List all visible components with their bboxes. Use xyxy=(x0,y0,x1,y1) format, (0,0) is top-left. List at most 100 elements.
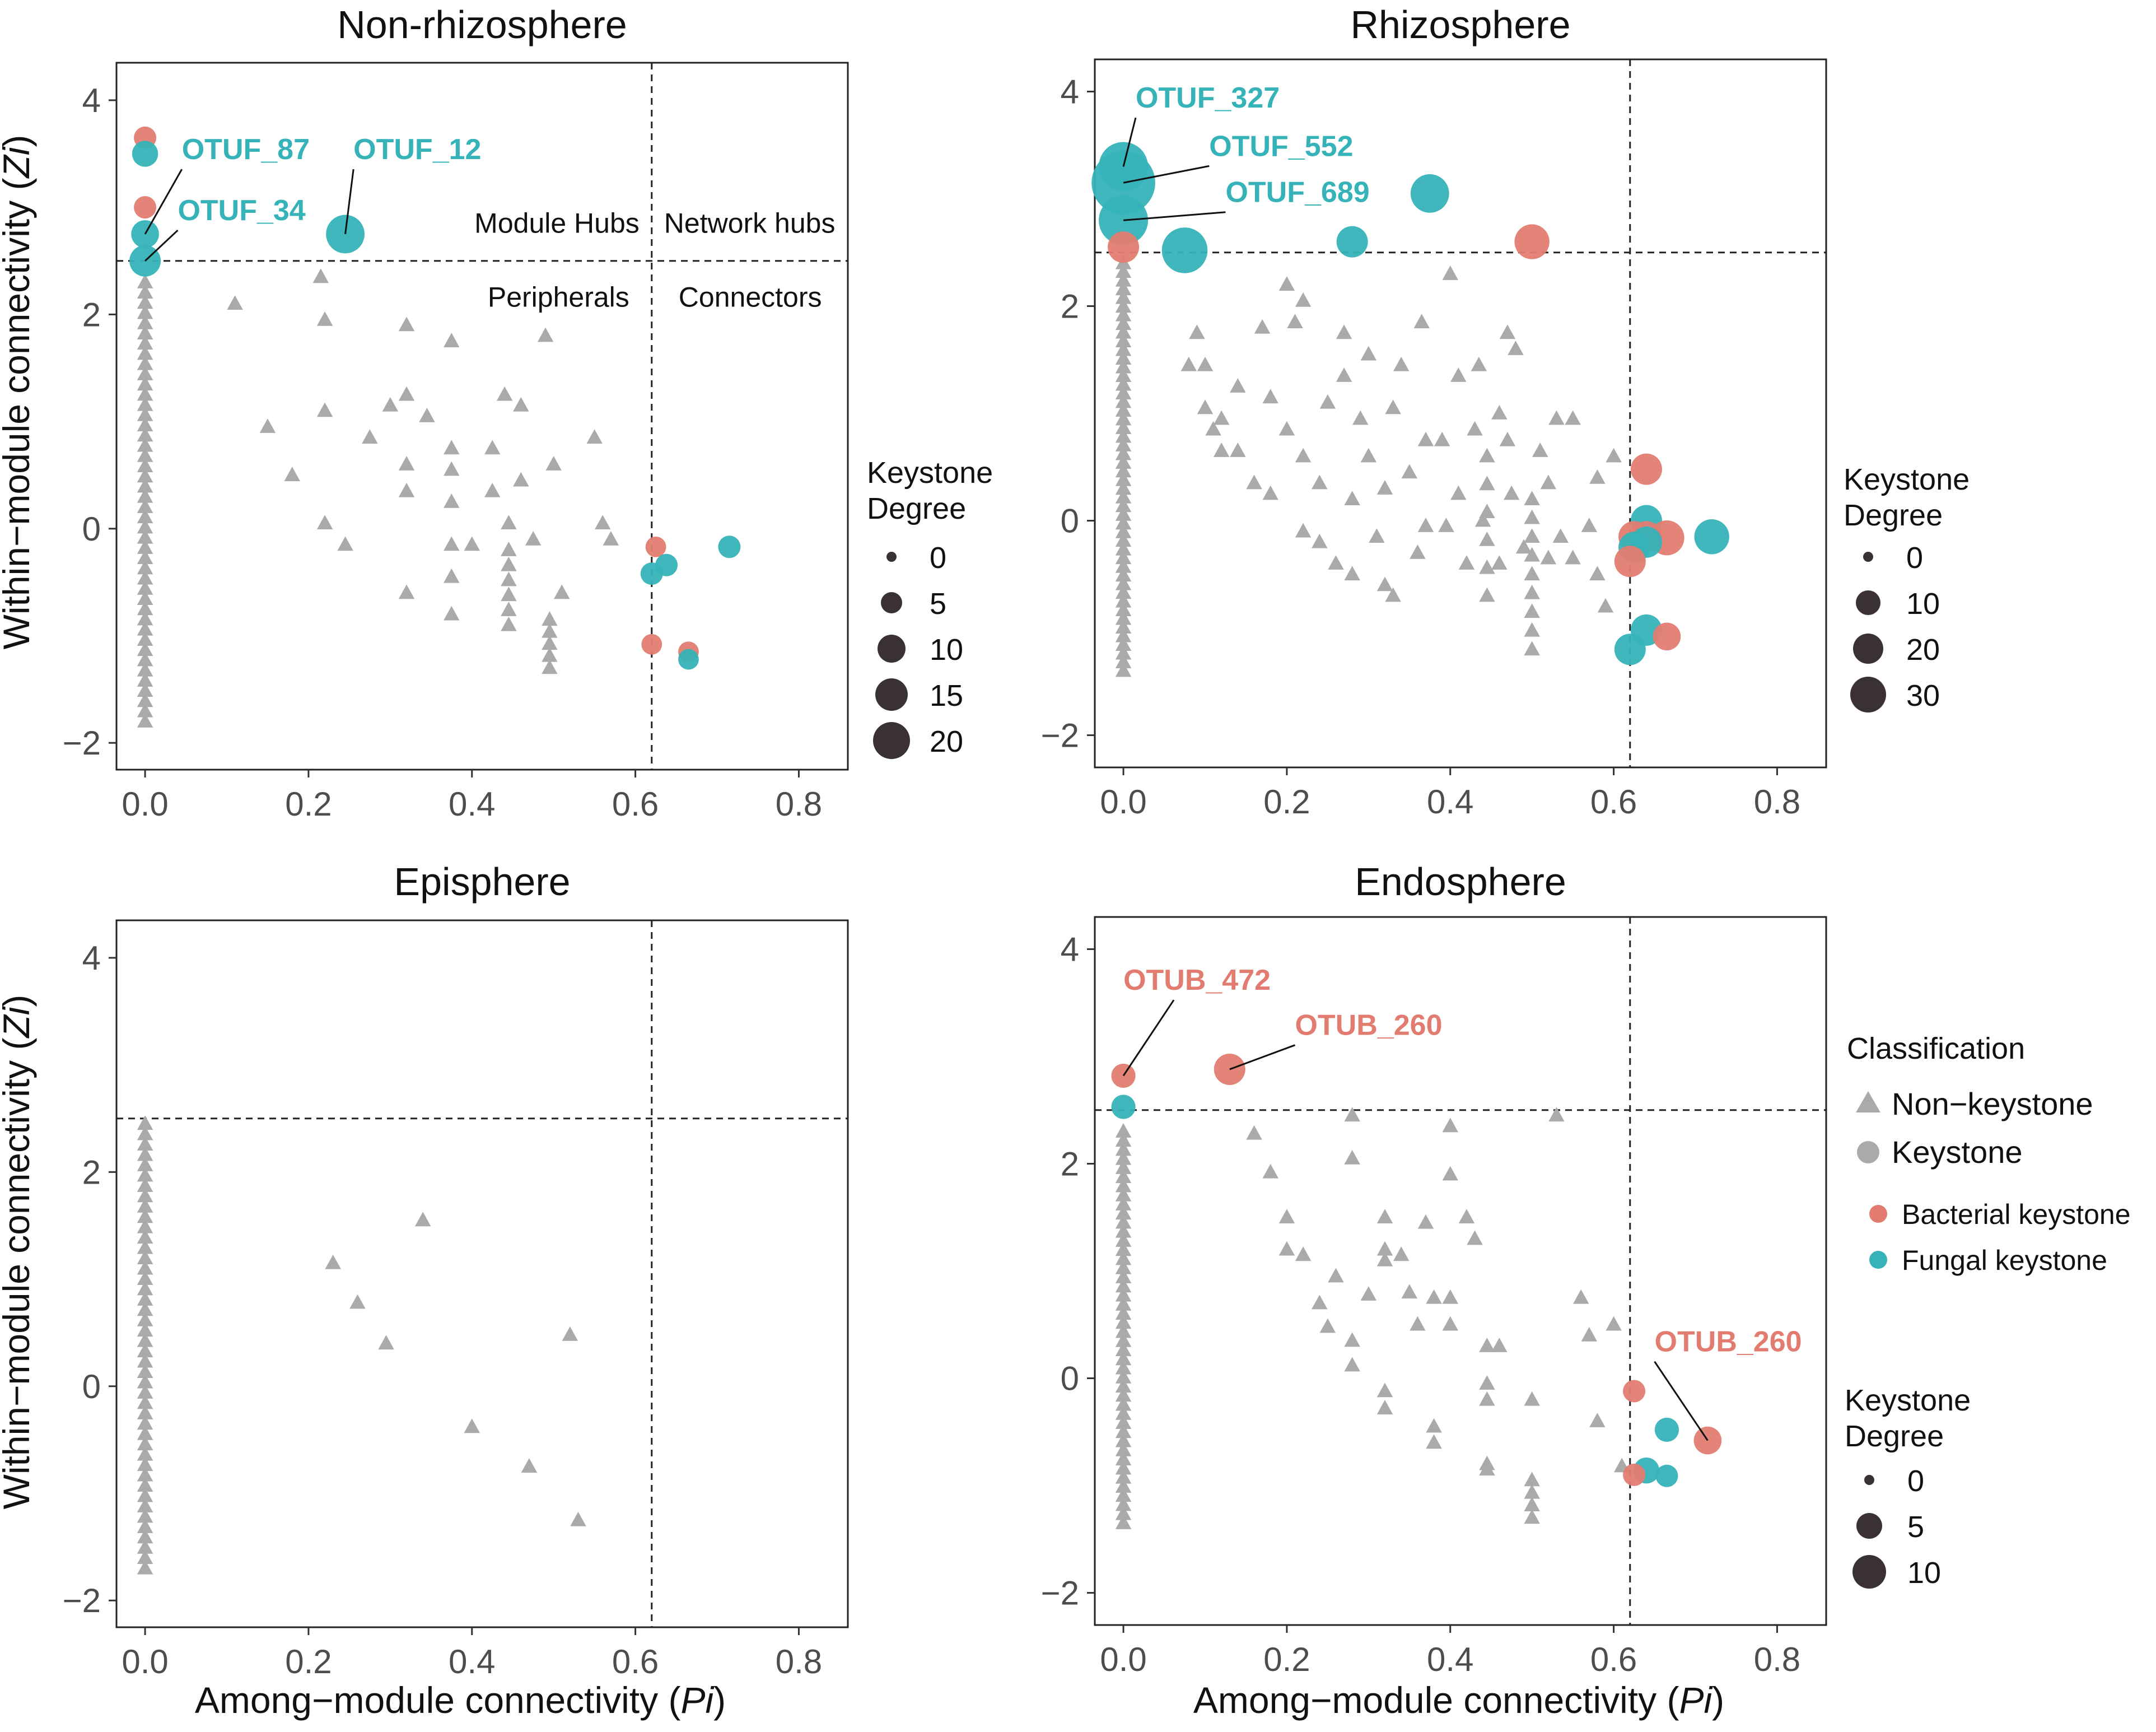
nonkeystone-point xyxy=(137,631,153,646)
nonkeystone-point xyxy=(137,1311,153,1326)
x-tick-label: 0.2 xyxy=(1263,1641,1310,1678)
nonkeystone-point xyxy=(1524,584,1540,599)
nonkeystone-point xyxy=(137,651,153,667)
nonkeystone-point xyxy=(1524,1391,1540,1406)
nonkeystone-point xyxy=(496,386,513,401)
legend-title: Degree xyxy=(1845,1419,1944,1453)
nonkeystone-point xyxy=(137,396,153,411)
nonkeystone-point xyxy=(1115,341,1132,356)
nonkeystone-point xyxy=(1417,518,1434,532)
nonkeystone-point xyxy=(414,1212,431,1227)
nonkeystone-point xyxy=(586,429,603,444)
nonkeystone-point xyxy=(1491,1338,1508,1352)
nonkeystone-point xyxy=(137,550,153,565)
nonkeystone-point xyxy=(444,493,460,508)
nonkeystone-point xyxy=(137,1167,153,1182)
y-tick-label: 0 xyxy=(82,510,101,548)
nonkeystone-point xyxy=(137,1343,153,1358)
legend-title: Classification xyxy=(1847,1032,2025,1065)
nonkeystone-point xyxy=(1344,1107,1360,1122)
nonkeystone-point xyxy=(137,406,153,421)
bacterial-keystone-point xyxy=(641,634,662,655)
panel-nonrhizo: Non-rhizosphere 0.0 0.2 0.4 0.6 0.8 −2 0 2 4 Modul… xyxy=(63,3,849,823)
nonkeystone-point xyxy=(1479,476,1495,491)
nonkeystone-point xyxy=(1548,1107,1565,1122)
legend-size-key xyxy=(1850,677,1886,713)
nonkeystone-point xyxy=(1524,1509,1540,1524)
nonkeystone-point xyxy=(1115,333,1132,348)
nonkeystone-point xyxy=(137,1425,153,1440)
bacterial-keystone-point xyxy=(1623,1463,1646,1486)
label-leader-line xyxy=(1122,999,1175,1077)
legend-class-label: Keystone xyxy=(1892,1134,2023,1170)
nonkeystone-point xyxy=(398,482,415,497)
nonkeystone-point xyxy=(137,366,153,380)
nonkeystone-point xyxy=(1115,1205,1132,1220)
nonkeystone-point xyxy=(1115,1342,1132,1356)
y-tick-label: 4 xyxy=(82,82,101,119)
legend-size-key xyxy=(878,635,906,663)
quadrant-label-network-hubs: Network hubs xyxy=(664,208,836,239)
nonkeystone-point xyxy=(1115,1323,1132,1338)
nonkeystone-point xyxy=(1115,480,1132,495)
bacterial-keystone-point xyxy=(134,196,157,219)
otu-label: OTUF_552 xyxy=(1209,130,1353,162)
nonkeystone-point xyxy=(1336,324,1352,339)
fungal-keystone-point xyxy=(1410,174,1449,213)
fungal-keystone-point xyxy=(678,649,699,670)
x-tick-label: 0.6 xyxy=(612,1643,659,1680)
nonkeystone-point xyxy=(1589,469,1606,484)
nonkeystone-point xyxy=(1413,314,1430,329)
bacterial-keystone-point xyxy=(1653,622,1681,651)
nonkeystone-point xyxy=(137,560,153,575)
nonkeystone-point xyxy=(1115,636,1132,651)
nonkeystone-point xyxy=(1524,528,1540,543)
otu-label: OTUF_327 xyxy=(1136,82,1280,114)
nonkeystone-point xyxy=(1262,485,1278,500)
nonkeystone-point xyxy=(1254,319,1271,334)
nonkeystone-point xyxy=(1115,324,1132,339)
x-tick-label: 0.4 xyxy=(449,1643,495,1680)
nonkeystone-point xyxy=(312,268,329,283)
nonkeystone-point xyxy=(1589,566,1606,581)
nonkeystone-point xyxy=(1458,1209,1475,1224)
otu-label: OTUF_87 xyxy=(182,133,310,166)
nonkeystone-point xyxy=(137,488,153,503)
label-leader-line xyxy=(1123,211,1226,221)
nonkeystone-point xyxy=(1565,550,1581,565)
nonkeystone-point xyxy=(1115,1314,1132,1329)
nonkeystone-point xyxy=(137,539,153,554)
nonkeystone-point xyxy=(1115,463,1132,478)
nonkeystone-point xyxy=(1115,1177,1132,1193)
nonkeystone-point xyxy=(545,456,562,471)
nonkeystone-point xyxy=(1540,550,1557,565)
x-tick-label: 0.4 xyxy=(1427,783,1473,821)
nonkeystone-point xyxy=(1479,1375,1495,1390)
nonkeystone-point xyxy=(137,600,153,616)
nonkeystone-point xyxy=(1450,367,1467,382)
nonkeystone-point xyxy=(1606,1316,1622,1331)
nonkeystone-point xyxy=(1417,431,1434,446)
nonkeystone-point xyxy=(1295,448,1312,463)
bacterial-keystone-point xyxy=(1108,231,1140,263)
fungal-keystone-point xyxy=(655,553,678,576)
nonkeystone-point xyxy=(1115,1232,1132,1247)
legend-title: Keystone xyxy=(1845,1384,1971,1417)
nonkeystone-point xyxy=(137,1208,153,1223)
x-tick-label: 0.2 xyxy=(285,1643,332,1680)
fungal-keystone-point xyxy=(1614,634,1646,665)
nonkeystone-point xyxy=(137,1466,153,1482)
nonkeystone-point xyxy=(1115,1196,1132,1210)
nonkeystone-point xyxy=(137,1477,153,1492)
nonkeystone-point xyxy=(1246,474,1262,490)
nonkeystone-point xyxy=(1450,485,1467,500)
nonkeystone-point xyxy=(1180,356,1197,371)
nonkeystone-point xyxy=(1115,454,1132,469)
nonkeystone-point xyxy=(1115,1351,1132,1366)
nonkeystone-point xyxy=(1376,1251,1393,1267)
nonkeystone-point xyxy=(137,1363,153,1379)
nonkeystone-point xyxy=(137,1446,153,1461)
nonkeystone-point xyxy=(1115,1269,1132,1283)
nonkeystone-point xyxy=(1115,1278,1132,1293)
nonkeystone-point xyxy=(1393,1246,1410,1261)
